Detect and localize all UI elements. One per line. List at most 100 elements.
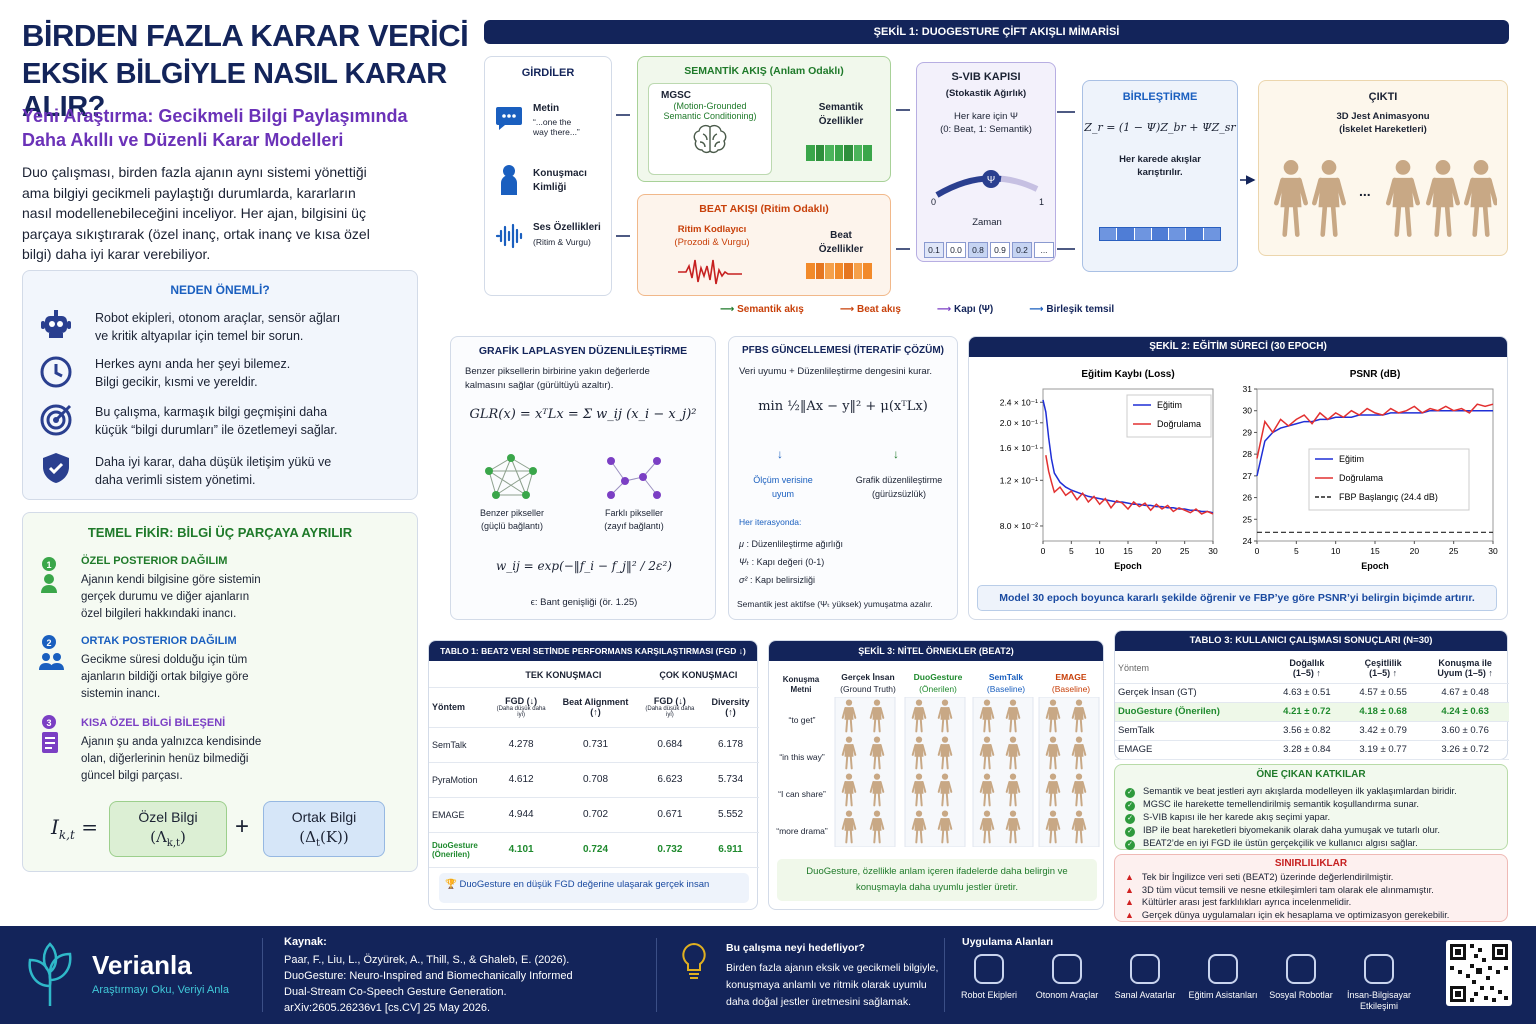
- legend-box: [1308, 448, 1470, 511]
- loss-chart: Eğitim Kaybı (Loss) 2.4 × 10⁻¹ 2.0 × 10⁻¹ 1…: [1000, 369, 1218, 571]
- table1-panel: TABLO 1: BEAT2 VERİ SETİNDE PERFORMANS K…: [428, 640, 759, 910]
- qualitative-grid: [833, 696, 1103, 848]
- x-tick-label: 15: [1370, 546, 1380, 556]
- x-tick-label: 30: [1488, 546, 1498, 556]
- inputs-panel: GİRDİLER Metin “...one the way there...” K…: [484, 56, 612, 296]
- legend-merged: ⟶ Birleşik temsil: [1029, 304, 1115, 315]
- common-info-box: Ortak Bilgi (Δt(K)): [263, 801, 385, 857]
- target-icon: [39, 403, 73, 442]
- warning-icon: ▲: [1125, 897, 1134, 908]
- warning-icon: ▲: [1125, 872, 1134, 882]
- x-tick-label: 0: [1255, 546, 1260, 556]
- svg-text:3: 3: [46, 718, 51, 728]
- table-row: SemTalk 4.278 0.731 0.684 6.178: [429, 727, 759, 763]
- fig2-panel: ŞEKİL 2: EĞİTİM SÜRECİ (30 EPOCH) Eğitim…: [968, 336, 1508, 620]
- x-tick-label: 15: [1123, 546, 1133, 556]
- chart-title: PSNR (dB): [1350, 369, 1401, 380]
- qualitative-figure: [937, 810, 953, 844]
- legend-semantic: ⟶ Semantik akış: [720, 304, 804, 315]
- social-robot-icon: [1286, 954, 1316, 984]
- user-study-table: Yöntem Doğallık (1–5) ↑ Çeşitlilik (1–5) ↑ Ko…: [1115, 653, 1509, 760]
- contribution-item: ✓ MGSC ile harekette temellendirilmiş sem…: [1125, 798, 1505, 811]
- footer: Verianla Araştırmayı Oku, Veriyi Anla Ka…: [0, 926, 1536, 1024]
- y-tick-label: 24: [1243, 536, 1253, 546]
- legend-label: Eğitim: [1339, 454, 1364, 464]
- y-tick-label: 8.0 × 10⁻²: [1000, 521, 1038, 531]
- qualitative-figure: [937, 736, 953, 770]
- table-row-highlight: DuoGesture (Önerilen) 4.101 0.724 0.732 6.91…: [429, 832, 759, 868]
- qualitative-figure: [1005, 736, 1021, 770]
- output-panel: ÇIKTI 3D Jest Animasyonu (İskelet Hareke…: [1258, 80, 1508, 256]
- qualitative-figure: [869, 810, 885, 844]
- limitation-item: ▲ 3D tüm vücut temsili ve nesne etkileşim…: [1125, 884, 1434, 895]
- svg-text:1: 1: [46, 560, 51, 570]
- common-posterior-icon: 2: [39, 635, 65, 678]
- qualitative-figure: [979, 773, 995, 807]
- gate-slider: Ψ: [935, 170, 1039, 198]
- check-icon: ✓: [1125, 801, 1135, 811]
- check-icon: ✓: [1125, 840, 1135, 850]
- app-item: İnsan-Bilgisayar Etkileşimi: [1340, 954, 1418, 1020]
- fig1-title: ŞEKİL 1: DUOGESTURE ÇİFT AKIŞLI MİMARİSİ: [484, 20, 1509, 44]
- y-tick-label: 27: [1243, 471, 1253, 481]
- limitation-item: ▲ Tek bir İngilizce veri seti (BEAT2) üze…: [1125, 872, 1394, 882]
- y-tick-label: 2.0 × 10⁻¹: [1000, 418, 1038, 428]
- contribution-item: ✓ IBP ile beat hareketleri biyomekanik ol…: [1125, 824, 1505, 837]
- core-idea-title: TEMEL FİKİR: BİLGİ ÜÇ PARÇAYA AYRILIR: [87, 525, 353, 540]
- qualitative-figure: [1045, 736, 1061, 770]
- app-item: Sanal Avatarlar: [1106, 954, 1184, 1020]
- x-tick-label: 25: [1180, 546, 1190, 556]
- car-icon: [1052, 954, 1082, 984]
- qualitative-figure: [1045, 810, 1061, 844]
- qualitative-figure: [1005, 810, 1021, 844]
- qualitative-figure: [1045, 699, 1061, 733]
- semantic-stream-panel: SEMANTİK AKIŞ (Anlam Odaklı) MGSC (Motio…: [637, 56, 891, 182]
- trophy-icon: 🏆: [445, 879, 457, 890]
- x-tick-label: 0: [1041, 546, 1046, 556]
- qualitative-figure: [979, 810, 995, 844]
- output-gesture-figure: [1273, 160, 1309, 237]
- y-tick-label: 28: [1243, 449, 1253, 459]
- qualitative-figure: [841, 699, 857, 733]
- legend-gate: ⟶ Kapı (Ψ): [936, 304, 994, 315]
- output-gesture-figure: [1385, 160, 1421, 237]
- qualitative-figure: [911, 699, 927, 733]
- limitations-list: ▲ Tek bir İngilizce veri seti (BEAT2) üze…: [1125, 871, 1505, 921]
- check-icon: ✓: [1125, 814, 1135, 824]
- qualitative-figure: [869, 736, 885, 770]
- x-tick-label: 5: [1294, 546, 1299, 556]
- qr-code-icon: [1446, 940, 1512, 1006]
- psnr-chart: PSNR (dB) 31 30 29 28 27 26 25 240 5 10 15 20 25 30 Epo…: [1243, 369, 1498, 571]
- merge-panel: BİRLEŞTİRME Z_r = (1 − Ψ)Z_br + ΨZ_sr He…: [1082, 80, 1238, 272]
- qualitative-figure: [1005, 699, 1021, 733]
- qualitative-figure: [1045, 773, 1061, 807]
- y-tick-label: 29: [1243, 427, 1253, 437]
- qualitative-figure: [869, 699, 885, 733]
- strong-graph-icon: [485, 454, 537, 499]
- contribution-item: ✓ S-VIB kapısı ile her karede akış seçimi…: [1125, 811, 1505, 824]
- svg-text:Ψ: Ψ: [987, 175, 995, 186]
- beat-features-bar: [806, 263, 873, 279]
- qualitative-figure: [1071, 736, 1087, 770]
- output-gesture-figure: [1311, 160, 1347, 237]
- intro-text: Duo çalışması, birden fazla ajanın aynı …: [22, 164, 370, 262]
- y-tick-label: 30: [1243, 406, 1253, 416]
- weak-graph-icon: [607, 457, 661, 499]
- qualitative-figure: [979, 699, 995, 733]
- table1-note: 🏆 DuoGesture en düşük FGD değerine ulaşa…: [439, 873, 749, 903]
- app-item: Robot Ekipleri: [950, 954, 1028, 1020]
- app-item: Otonom Araçlar: [1028, 954, 1106, 1020]
- private-posterior-icon: 1: [41, 557, 63, 600]
- performance-table: TEK KONUŞMACI ÇOK KONUŞMACI Yöntem FGD (↓…: [429, 663, 759, 868]
- short-info-icon: 3: [41, 715, 63, 760]
- beat-stream-panel: BEAT AKIŞI (Ritim Odaklı) Ritim Kodlayıc…: [637, 194, 891, 296]
- limitations-panel: SINIRLILIKLAR ▲ Tek bir İngilizce veri se…: [1114, 854, 1508, 922]
- warning-icon: ▲: [1125, 884, 1134, 895]
- assistant-icon: [1208, 954, 1238, 984]
- legend-label: FBP Başlangıç (24.4 dB): [1339, 492, 1438, 502]
- brain-icon: [693, 124, 727, 154]
- legend-box: [1126, 394, 1212, 438]
- y-tick-label: 1.6 × 10⁻¹: [1000, 443, 1038, 453]
- app-item: Sosyal Robotlar: [1262, 954, 1340, 1020]
- y-tick-label: 25: [1243, 514, 1253, 524]
